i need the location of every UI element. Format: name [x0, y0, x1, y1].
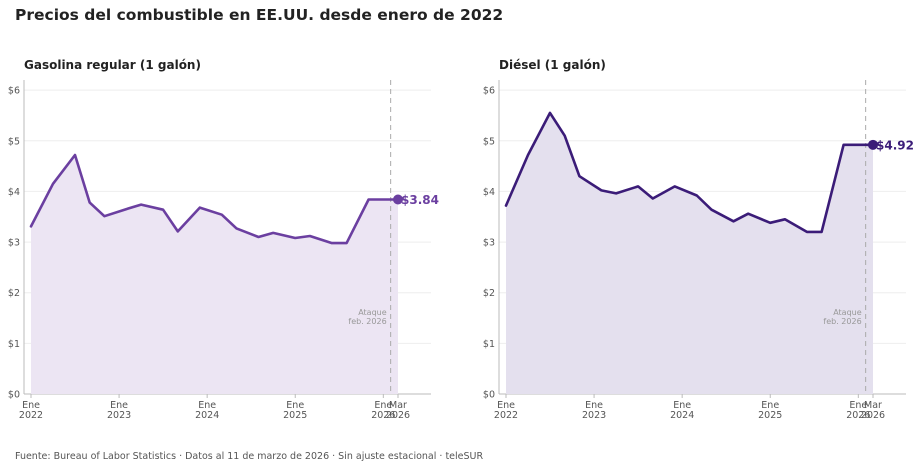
end-point-marker	[393, 194, 403, 205]
annotation-label-line2: feb. 2026	[823, 317, 861, 326]
source-footer: Fuente: Bureau of Labor Statistics · Dat…	[15, 451, 484, 462]
y-tick-label: $3	[8, 238, 20, 249]
x-tick-label-line2: 2025	[758, 410, 782, 421]
series-line	[29, 153, 400, 245]
x-tick-label-line1: Ene	[110, 400, 128, 411]
end-value-label: $3.84	[401, 193, 439, 207]
x-tick-label-line2: 2023	[107, 410, 131, 421]
x-tick-label-line1: Ene	[374, 400, 392, 411]
x-tick-label-line1: Ene	[286, 400, 304, 411]
x-tick-label-line2: 2026	[861, 410, 885, 421]
x-tick-label-line1: Ene	[22, 400, 40, 411]
x-tick-label-line1: Ene	[585, 400, 603, 411]
y-tick-label: $5	[483, 136, 495, 147]
x-tick-label-line1: Ene	[198, 400, 216, 411]
series-area	[506, 112, 873, 395]
x-tick-label-line2: 2026	[846, 410, 870, 421]
page-title: Precios del combustible en EE.UU. desde …	[15, 6, 504, 24]
x-tick-label-line1: Ene	[497, 400, 515, 411]
y-tick-label: $4	[483, 187, 495, 198]
y-tick-label: $1	[483, 339, 495, 350]
series-line	[504, 111, 875, 234]
y-tick-label: $6	[8, 86, 20, 97]
y-tick-label: $3	[483, 238, 495, 249]
x-tick-label-line2: 2022	[494, 410, 518, 421]
x-tick-label-line2: 2025	[283, 410, 307, 421]
chart-panel-2: Diésel (1 galón) $0 $1 $2 $3 $4 $5 $6 Ataquefeb.…	[483, 58, 914, 421]
end-point-marker	[868, 139, 878, 150]
y-tick-label: $4	[8, 187, 20, 198]
x-tick-label-line2: 2024	[670, 410, 694, 421]
annotation-label-line1: Ataque	[358, 308, 387, 317]
y-tick-label: $0	[8, 390, 20, 401]
panel-title: Gasolina regular (1 galón)	[24, 58, 201, 72]
y-tick-label: $2	[483, 288, 495, 299]
x-tick-label-line1: Ene	[849, 400, 867, 411]
chart-panel-1: Gasolina regular (1 galón) $0 $1 $2 $3 $4 $5 $6…	[8, 58, 439, 421]
y-tick-label: $2	[8, 288, 20, 299]
x-tick-label-line1: Mar	[389, 400, 407, 411]
annotation-label-line2: feb. 2026	[348, 317, 386, 326]
x-tick-label-line2: 2022	[19, 410, 43, 421]
x-tick-label-line2: 2024	[195, 410, 219, 421]
x-tick-label-line1: Mar	[864, 400, 882, 411]
series-area	[31, 155, 398, 394]
y-tick-label: $5	[8, 136, 20, 147]
y-tick-label: $1	[8, 339, 20, 350]
x-tick-label-line1: Ene	[761, 400, 779, 411]
y-tick-label: $0	[483, 390, 495, 401]
x-tick-label-line1: Ene	[673, 400, 691, 411]
x-tick-label-line2: 2026	[371, 410, 395, 421]
y-tick-label: $6	[483, 86, 495, 97]
x-tick-label-line2: 2026	[386, 410, 410, 421]
panel-title: Diésel (1 galón)	[499, 58, 606, 72]
end-value-label: $4.92	[876, 138, 914, 152]
annotation-label-line1: Ataque	[833, 308, 862, 317]
x-tick-label-line2: 2023	[582, 410, 606, 421]
